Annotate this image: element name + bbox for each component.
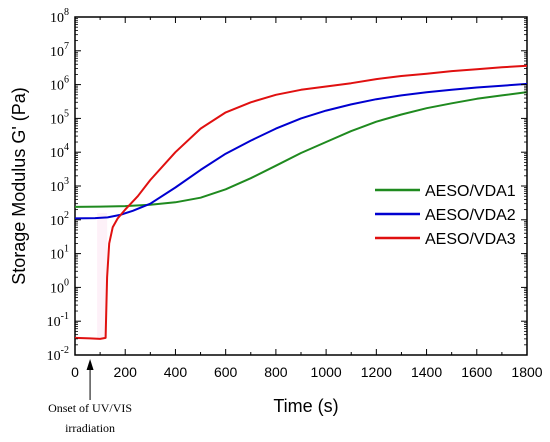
ticks-layer: 0 200 400 600 800 1000 1200 1400 1600 1800 10-2 10-… — [47, 7, 543, 380]
onset-annotation: Onset of UV/VIS irradiation — [48, 359, 132, 435]
x-tick-label: 0 — [71, 364, 79, 380]
y-tick-label: 10-2 — [47, 345, 69, 364]
annotation-line-2: irradiation — [65, 421, 115, 435]
x-axis-title: Time (s) — [273, 396, 338, 416]
irradiation-onset-band — [97, 213, 108, 339]
x-tick-label: 1600 — [461, 364, 492, 380]
x-tick-label: 1200 — [361, 364, 392, 380]
y-tick-label: 107 — [50, 41, 69, 60]
series-line-aeso-vda3 — [74, 64, 528, 340]
legend-label: AESO/VDA1 — [425, 183, 516, 200]
legend-label: AESO/VDA2 — [425, 207, 516, 224]
y-tick-label: 104 — [50, 142, 69, 161]
y-tick-label: 103 — [50, 176, 69, 195]
x-tick-label: 200 — [114, 364, 138, 380]
y-tick-label: 10-1 — [47, 311, 69, 330]
y-tick-label: 100 — [50, 277, 69, 296]
series-line-aeso-vda2 — [74, 82, 528, 220]
x-tick-label: 1000 — [311, 364, 342, 380]
onset-band-shade — [97, 213, 108, 339]
plot-area: 0 200 400 600 800 1000 1200 1400 1600 1800 10-2 10-… — [47, 7, 543, 380]
x-tick-label: 600 — [214, 364, 238, 380]
y-tick-label: 105 — [50, 108, 69, 127]
y-tick-label: 106 — [50, 75, 69, 94]
series-layer — [74, 64, 528, 340]
y-axis-title: Storage Modulus G' (Pa) — [9, 87, 29, 285]
x-tick-label: 800 — [264, 364, 288, 380]
y-tick-label: 101 — [50, 244, 69, 263]
x-tick-label: 400 — [164, 364, 188, 380]
y-tick-label: 102 — [50, 210, 69, 229]
legend: AESO/VDA1 AESO/VDA2 AESO/VDA3 — [375, 183, 516, 248]
annotation-line-1: Onset of UV/VIS — [48, 401, 132, 415]
onset-arrowhead — [86, 359, 94, 370]
x-tick-label: 1800 — [511, 364, 542, 380]
x-tick-label: 1400 — [411, 364, 442, 380]
y-tick-label: 108 — [50, 7, 69, 26]
legend-label: AESO/VDA3 — [425, 231, 516, 248]
